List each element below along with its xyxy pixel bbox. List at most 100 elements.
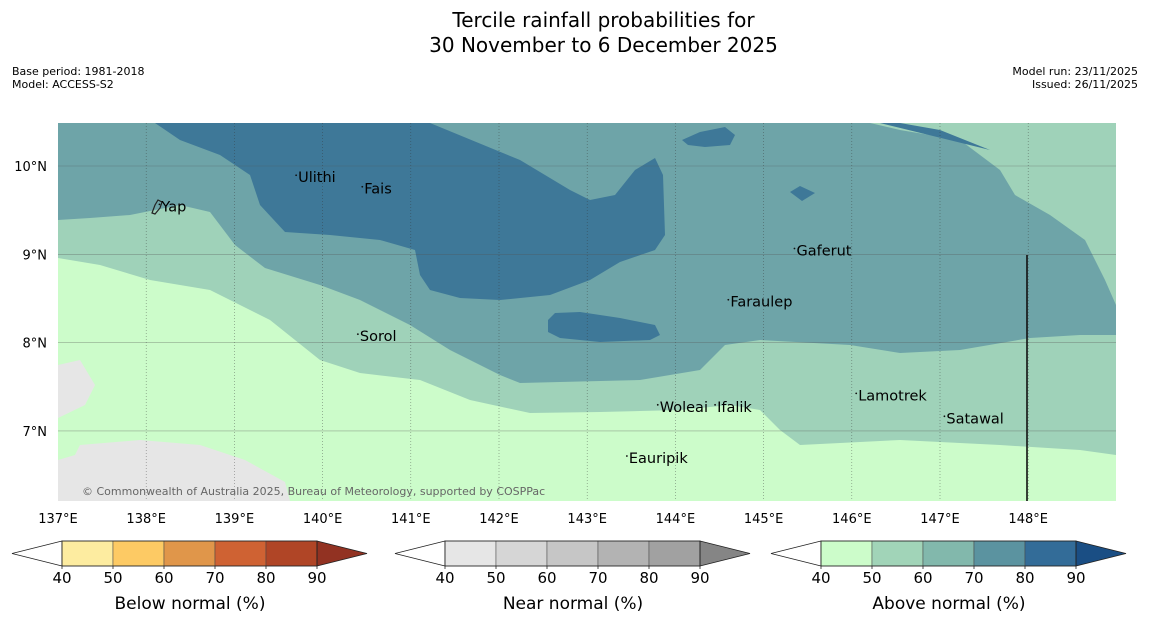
zone-deep-blue-main: [155, 123, 990, 300]
longitude-label: 141°E: [391, 512, 431, 527]
colorbar-tick-label: 80: [1015, 569, 1034, 587]
longitude-label: 146°E: [832, 512, 872, 527]
place-marker: [625, 455, 628, 457]
colorbar: 40 50 60 70 80 90: [394, 540, 751, 587]
longitude-label: 143°E: [567, 512, 607, 527]
colorbar-near-label: Near normal (%): [502, 594, 644, 614]
colorbar-segment: [1024, 540, 1077, 567]
place-label: Sorol: [360, 329, 397, 345]
longitude-label: 145°E: [744, 512, 784, 527]
colorbar-segment: [648, 540, 701, 567]
longitude-labels: 137°E 138°E 139°E 140°E 141°E 142°E 143°E 144°E…: [38, 512, 1048, 527]
place-label: Eauripik: [629, 451, 688, 467]
colorbar-tick-label: 60: [154, 569, 173, 587]
colorbars: 40 50 60 70 80 90 40 50 60 70 80 90 40 50 60 70 80 90: [11, 540, 1127, 587]
latitude-label: 9°N: [23, 248, 48, 263]
map-features: [151, 199, 1028, 501]
colorbar-segment: [265, 540, 318, 567]
place-marker: [295, 174, 298, 177]
colorbar-tick-label: 70: [205, 569, 224, 587]
place-label: Satawal: [946, 411, 1003, 427]
colorbar-tick-label: 70: [588, 569, 607, 587]
colorbar-segment: [214, 540, 267, 567]
place-label: Ifalik: [717, 400, 752, 416]
colorbar-high-extend: [699, 540, 751, 567]
place-label: Lamotrek: [858, 388, 927, 404]
title-line-2: 30 November to 6 December 2025: [429, 33, 778, 57]
place-marker: [855, 392, 858, 395]
place-marker: [727, 298, 730, 301]
place-label: Fais: [364, 182, 391, 198]
colorbar-segment: [871, 540, 924, 567]
colorbar-tick-label: 90: [1066, 569, 1085, 587]
latitude-labels: 10°N 9°N 8°N 7°N: [14, 160, 47, 440]
place-labels: Ulithi Fais Yap Gaferut Faraulep Sorol Lamotre…: [158, 170, 1004, 467]
place-marker: [793, 247, 796, 250]
colorbar-tick-label: 40: [811, 569, 830, 587]
meta-right: Model run: 23/11/2025 Issued: 26/11/2025: [1012, 65, 1138, 91]
model-run-text: Model run: 23/11/2025: [1012, 65, 1138, 78]
colorbar-tick-label: 80: [256, 569, 275, 587]
colorbar-tick-label: 50: [486, 569, 505, 587]
colorbar-above-label: Above normal (%): [872, 594, 1026, 614]
colorbar-high-extend: [1075, 540, 1127, 567]
colorbar-tick-label: 40: [52, 569, 71, 587]
place-marker: [656, 403, 659, 406]
colorbar-segment: [973, 540, 1026, 567]
place-marker: [943, 415, 946, 418]
colorbar-tick-label: 80: [639, 569, 658, 587]
place-marker: [361, 185, 364, 188]
latitude-label: 8°N: [23, 337, 48, 352]
meta-left: Base period: 1981-2018 Model: ACCESS-S2: [12, 65, 144, 91]
place-marker: [714, 403, 716, 406]
colorbar-tick-label: 90: [690, 569, 709, 587]
colorbar: 40 50 60 70 80 90: [770, 540, 1127, 587]
place-marker: [158, 203, 161, 206]
longitude-label: 140°E: [303, 512, 343, 527]
longitude-label: 142°E: [479, 512, 519, 527]
colorbar-segment: [112, 540, 165, 567]
colorbar-outline: [444, 540, 701, 567]
place-label: Woleai: [660, 400, 708, 416]
place-label: Faraulep: [730, 295, 792, 311]
issued-text: Issued: 26/11/2025: [1031, 78, 1138, 91]
latitude-label: 10°N: [14, 160, 47, 175]
colorbar-tick-label: 50: [103, 569, 122, 587]
colorbar-segment: [163, 540, 216, 567]
colorbar-tick-label: 60: [913, 569, 932, 587]
colorbar-below-label: Below normal (%): [114, 594, 266, 614]
colorbar-outline: [820, 540, 1077, 567]
copyright-text: © Commonwealth of Australia 2025, Bureau…: [82, 485, 545, 498]
yap-coastline: [151, 199, 163, 215]
place-label: Ulithi: [298, 170, 336, 186]
colorbar-low-extend: [394, 540, 446, 567]
zone-deep-blue-south: [548, 312, 660, 342]
colorbar-segment: [61, 540, 114, 567]
colorbar-segment: [444, 540, 497, 567]
title-line-1: Tercile rainfall probabilities for: [452, 8, 755, 32]
colorbar-segment: [495, 540, 548, 567]
colorbar-tick-label: 40: [435, 569, 454, 587]
zone-deep-blue-islet: [790, 186, 815, 201]
place-marker: [356, 333, 359, 336]
zone-deep-blue-northeast: [682, 127, 735, 147]
colorbar-tick-label: 90: [307, 569, 326, 587]
colorbar-segment: [922, 540, 975, 567]
colorbar-segment: [546, 540, 599, 567]
longitude-label: 147°E: [920, 512, 960, 527]
longitude-label: 144°E: [656, 512, 696, 527]
latitude-label: 7°N: [23, 425, 48, 440]
longitude-label: 139°E: [215, 512, 255, 527]
colorbar-low-extend: [770, 540, 822, 567]
colorbar-tick-label: 70: [964, 569, 983, 587]
longitude-label: 137°E: [38, 512, 78, 527]
base-period-text: Base period: 1981-2018: [12, 65, 145, 78]
place-label: Gaferut: [796, 244, 851, 260]
map-title: Tercile rainfall probabilities for 30 No…: [0, 8, 1150, 58]
colorbar-tick-label: 50: [862, 569, 881, 587]
colorbar: 40 50 60 70 80 90: [11, 540, 368, 587]
place-label: Yap: [160, 199, 186, 215]
colorbar-segment: [820, 540, 873, 567]
longitude-label: 138°E: [126, 512, 166, 527]
longitude-label: 148°E: [1008, 512, 1048, 527]
